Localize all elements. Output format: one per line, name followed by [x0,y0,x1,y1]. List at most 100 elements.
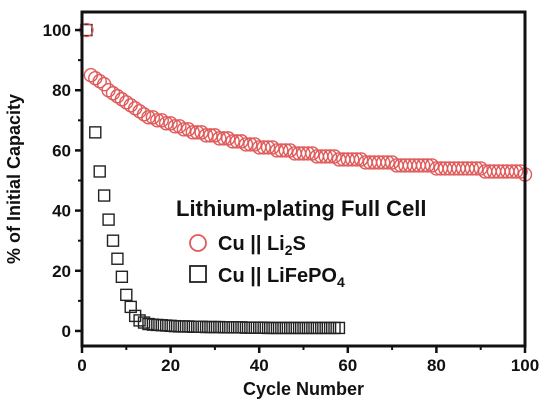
legend: Lithium-plating Full Cell Cu || Li2S Cu … [176,196,427,290]
plot-layer [79,22,533,335]
li2s-point [260,140,276,155]
li2s-point [305,146,320,161]
x-tick-label: 100 [511,356,539,375]
lifepo4-point [93,165,106,178]
legend-label-li2s-sub: 2 [285,242,293,258]
lifepo4-point [133,314,146,327]
li2s-point [212,131,227,146]
li2s-point [88,70,103,86]
legend-marker-lifepo4 [189,265,207,283]
li2s-point [150,113,165,128]
li2s-point [296,146,311,161]
li2s-point [274,143,289,158]
li2s-point [198,128,214,143]
li2s-point [167,119,183,134]
plot-frame [80,10,527,348]
li2s-point [158,116,174,131]
li2s-point [154,113,169,128]
lifepo4-point [332,321,346,335]
x-tick-label: 20 [161,356,180,375]
y-tick-label: 0 [62,322,71,341]
lifepo4-point [106,234,120,247]
x-tick-label: 80 [427,356,446,375]
li2s-point [318,149,333,164]
li2s-point [83,67,99,83]
li2s-point [141,110,156,125]
li2s-point [376,155,391,170]
x-tick-label: 40 [250,356,269,375]
li2s-point [327,149,342,164]
li2s-point [504,164,519,179]
li2s-point [247,137,262,152]
li2s-point [119,95,134,110]
li2s-point [225,134,240,149]
li2s-point [105,86,121,101]
li2s-point [283,143,298,158]
li2s-point [203,128,218,143]
li2s-point [132,104,147,119]
li2s-point [229,134,245,149]
li2s-point [278,143,293,158]
li2s-point [349,152,364,167]
li2s-point [424,158,440,173]
li2s-point [322,149,338,164]
li2s-point [380,155,395,170]
legend-label-lifepo4-sub: 4 [337,274,345,290]
x-axis-title: Cycle Number [243,379,364,399]
y-axis-title: % of Initial Capacity [4,94,24,264]
legend-label-lifepo4: Cu || LiFePO4 [218,265,345,290]
li2s-point [243,137,258,152]
li2s-point [172,119,187,134]
li2s-point [123,98,138,113]
lifepo4-point [120,288,133,302]
li2s-point [464,161,480,176]
legend-marker-li2s [189,234,207,252]
li2s-point [145,110,161,125]
li2s-point [114,92,130,107]
li2s-point [384,155,400,170]
li2s-point [256,140,271,155]
li2s-point [473,161,488,176]
li2s-point [92,74,107,89]
li2s-point [110,89,125,104]
li2s-point [353,152,369,167]
li2s-point [420,158,435,173]
lifepo4-point [111,252,124,265]
axes-layer: 0 20 40 60 80 100 0 20 40 60 80 100 [43,21,540,375]
lifepo4-point [124,300,137,314]
li2s-point [513,164,528,179]
li2s-point [163,116,178,131]
li2s-point [300,146,316,161]
lifepo4-point [115,270,129,283]
y-tick-label: 20 [52,262,71,281]
lifepo4-point [97,189,111,202]
lifepo4-point [102,213,115,226]
li2s-point [508,164,524,179]
legend-label-li2s-tail: S [293,233,306,255]
li2s-point [176,122,192,137]
legend-title: Lithium-plating Full Cell [176,196,427,221]
li2s-point [181,122,196,137]
x-tick-label: 0 [77,356,86,375]
lifepo4-point [89,126,102,139]
legend-label-lifepo4-main: Cu || LiFePO [218,265,337,287]
legend-label-li2s-main: Cu || Li [218,233,285,255]
li2s-point [220,131,236,146]
li2s-point [238,137,254,152]
li2s-point [136,107,152,122]
y-tick-label: 40 [52,202,71,221]
li2s-point [194,125,209,140]
li2s-point [415,158,431,173]
li2s-point [127,101,143,116]
li2s-point [234,134,249,149]
lifepo4-point [128,309,142,323]
li2s-point [189,125,205,140]
li2s-point [207,128,223,143]
li2s-point [265,140,280,155]
y-tick-label: 60 [52,141,71,160]
y-tick-label: 100 [43,21,71,40]
x-tick-label: 60 [338,356,357,375]
li2s-point [345,152,360,167]
li2s-point [185,125,200,140]
